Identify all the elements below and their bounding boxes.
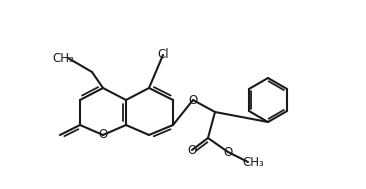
- Text: O: O: [187, 143, 197, 156]
- Text: CH₃: CH₃: [52, 51, 74, 64]
- Text: O: O: [188, 94, 198, 106]
- Text: O: O: [98, 129, 108, 142]
- Text: CH₃: CH₃: [242, 156, 264, 169]
- Text: O: O: [223, 146, 233, 159]
- Text: Cl: Cl: [157, 49, 169, 61]
